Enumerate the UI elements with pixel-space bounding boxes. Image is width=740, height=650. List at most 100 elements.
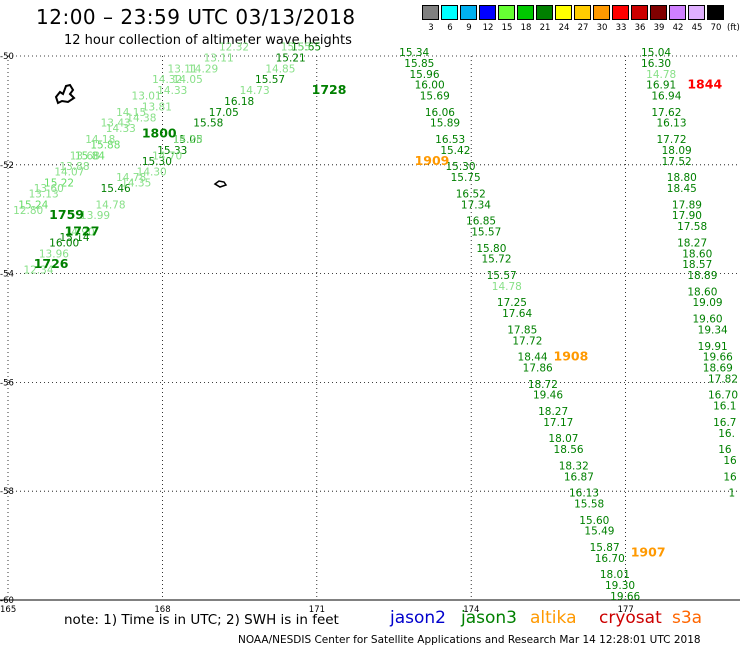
scale-label-45: 45 xyxy=(691,23,703,33)
swh-value: 12.32 xyxy=(219,42,249,54)
time-label-1726: 1726 xyxy=(34,256,69,271)
lon-label-168: 168 xyxy=(154,605,170,615)
swh-value: 18.56 xyxy=(554,444,584,456)
swh-value: 17.72 xyxy=(656,134,686,146)
swh-value: 16.94 xyxy=(651,91,681,103)
swh-value: 18.60 xyxy=(687,286,717,298)
swh-value: 17.64 xyxy=(502,308,532,320)
swh-value: 15.22 xyxy=(44,178,74,190)
swh-value: 15.49 xyxy=(584,526,614,538)
scale-swatch-3 xyxy=(422,5,439,20)
swh-value: 18.57 xyxy=(682,259,712,271)
swh-value: 18.60 xyxy=(682,248,712,260)
satellite-s3a: s3a xyxy=(672,608,703,628)
scale-swatch-27 xyxy=(574,5,591,20)
swh-value: 15.04 xyxy=(641,47,671,59)
page-subtitle: 12 hour collection of altimeter wave hei… xyxy=(64,33,352,48)
scale-label-9: 9 xyxy=(466,23,472,33)
swh-value: 15.88 xyxy=(90,139,120,151)
swh-value: 15.75 xyxy=(451,172,481,184)
scale-swatch-70 xyxy=(707,5,724,20)
swh-value: 17.25 xyxy=(497,297,527,309)
scale-label-24: 24 xyxy=(558,23,570,33)
footer-note: note: 1) Time is in UTC; 2) SWH is in fe… xyxy=(64,612,339,628)
swh-value: 15.42 xyxy=(440,145,470,157)
lon-label-177: 177 xyxy=(618,605,634,615)
swh-value: 13.81 xyxy=(142,101,172,113)
scale-label-33: 33 xyxy=(615,23,627,33)
swh-value: 15.85 xyxy=(404,58,434,70)
swh-value: 14.90 xyxy=(65,227,95,239)
swh-value: 15.46 xyxy=(101,183,131,195)
lat-label-60: -60 xyxy=(0,596,14,606)
swh-value: 19.91 xyxy=(698,341,728,353)
scale-swatch-42 xyxy=(669,5,686,20)
swh-value: 14.35 xyxy=(121,178,151,190)
swh-value: 14.78 xyxy=(95,199,125,211)
swh-value: 16.06 xyxy=(425,107,455,119)
satellite-jason2: jason2 xyxy=(390,608,446,628)
swh-value: 17.82 xyxy=(708,373,738,385)
swh-value: 17.05 xyxy=(209,107,239,119)
swh-value: 12.80 xyxy=(13,205,43,217)
swh-value: 15.57 xyxy=(487,270,517,282)
scale-label-27: 27 xyxy=(577,23,589,33)
swh-value: 15.65 xyxy=(291,42,321,54)
time-label-1844: 1844 xyxy=(687,77,722,92)
swh-value: 18.32 xyxy=(559,460,589,472)
scale-label-39: 39 xyxy=(653,23,665,33)
swh-value: 14.85 xyxy=(265,63,295,75)
time-label-1907: 1907 xyxy=(631,544,666,559)
swh-value: 16.18 xyxy=(224,96,254,108)
swh-value: 16.1 xyxy=(713,401,736,413)
time-label-1759: 1759 xyxy=(49,207,84,222)
swh-value: 18.72 xyxy=(528,379,558,391)
swh-value: 16 xyxy=(718,444,732,456)
swh-value: 14.38 xyxy=(126,112,156,124)
swh-value: 13.01 xyxy=(132,91,162,103)
swh-value: 18.69 xyxy=(703,363,733,375)
scale-swatch-33 xyxy=(612,5,629,20)
swh-value: 16.13 xyxy=(569,488,599,500)
swh-value: 14.07 xyxy=(54,167,84,179)
scale-label-3: 3 xyxy=(428,23,434,33)
swh-value: 19.30 xyxy=(605,580,635,592)
swh-value: 1 xyxy=(729,488,736,500)
swh-value: 14.29 xyxy=(188,63,218,75)
time-label-1800: 1800 xyxy=(142,126,177,141)
swh-value: 15.80 xyxy=(476,243,506,255)
swh-value: 19.34 xyxy=(698,324,728,336)
scale-swatch-15 xyxy=(498,5,515,20)
swh-value: 14.28 xyxy=(173,134,203,146)
swh-value: 17.34 xyxy=(461,199,491,211)
time-label-1727: 1727 xyxy=(65,224,100,239)
scale-label-36: 36 xyxy=(634,23,646,33)
scale-label-15: 15 xyxy=(501,23,513,33)
lat-label-52: -52 xyxy=(0,161,14,171)
swh-value: 14.78 xyxy=(116,172,146,184)
swh-value: 15.60 xyxy=(579,515,609,527)
swh-value: 17.72 xyxy=(512,335,542,347)
scale-swatch-24 xyxy=(555,5,572,20)
swh-value: 15.87 xyxy=(590,542,620,554)
swh-value: 13.60 xyxy=(34,183,64,195)
swh-value: 14.15 xyxy=(116,107,146,119)
swh-value: 19.09 xyxy=(693,297,723,309)
island-campbell xyxy=(213,180,228,188)
swh-value: 15.58 xyxy=(574,499,604,511)
swh-value: 18.01 xyxy=(600,569,630,581)
swh-value: 15.14 xyxy=(59,232,89,244)
scale-label-42: 42 xyxy=(672,23,684,33)
swh-value: 17.58 xyxy=(677,221,707,233)
swh-value: 17.85 xyxy=(507,324,537,336)
satellite-jason3: jason3 xyxy=(461,608,517,628)
lat-label-56: -56 xyxy=(0,378,14,388)
swh-value: 17.86 xyxy=(523,363,553,375)
page-title: 12:00 – 23:59 UTC 03/13/2018 xyxy=(36,5,356,29)
swh-value: 19.66 xyxy=(703,352,733,364)
swh-value: 16. xyxy=(718,428,735,440)
swh-value: 16.91 xyxy=(646,80,676,92)
lat-label-58: -58 xyxy=(0,487,14,497)
swh-value: 16.52 xyxy=(456,188,486,200)
